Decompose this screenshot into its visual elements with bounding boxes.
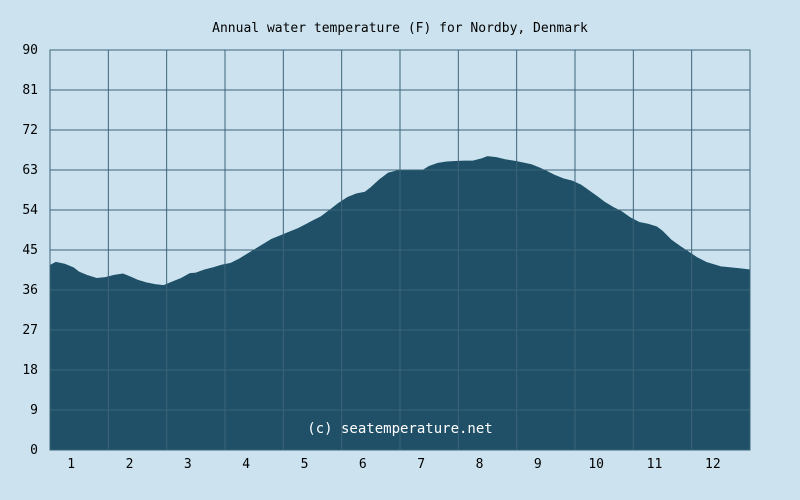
x-tick-label: 5 (301, 457, 309, 472)
y-tick-label: 9 (30, 403, 38, 418)
y-tick-label: 0 (30, 443, 38, 458)
y-tick-label: 18 (22, 363, 38, 378)
x-tick-label: 2 (126, 457, 134, 472)
y-axis: 0 9 18 27 36 45 54 63 72 81 90 (22, 43, 38, 458)
y-tick-label: 81 (22, 83, 38, 98)
y-tick-label: 54 (22, 203, 38, 218)
x-tick-label: 6 (359, 457, 367, 472)
x-tick-label: 11 (647, 457, 663, 472)
plot-border (49, 49, 751, 451)
x-tick-label: 12 (705, 457, 721, 472)
x-tick-label: 4 (242, 457, 250, 472)
x-tick-label: 8 (476, 457, 484, 472)
y-tick-label: 45 (22, 243, 38, 258)
chart-title: Annual water temperature (F) for Nordby,… (212, 21, 588, 36)
watermark: (c) seatemperature.net (307, 421, 492, 437)
y-tick-label: 36 (22, 283, 38, 298)
y-tick-label: 90 (22, 43, 38, 58)
y-tick-label: 27 (22, 323, 38, 338)
x-tick-label: 1 (67, 457, 75, 472)
y-tick-label: 63 (22, 163, 38, 178)
x-tick-label: 9 (534, 457, 542, 472)
x-tick-label: 3 (184, 457, 192, 472)
y-tick-label: 72 (22, 123, 38, 138)
x-axis: 1 2 3 4 5 6 7 8 9 10 11 12 (67, 457, 720, 472)
x-tick-label: 10 (588, 457, 604, 472)
x-tick-label: 7 (417, 457, 425, 472)
